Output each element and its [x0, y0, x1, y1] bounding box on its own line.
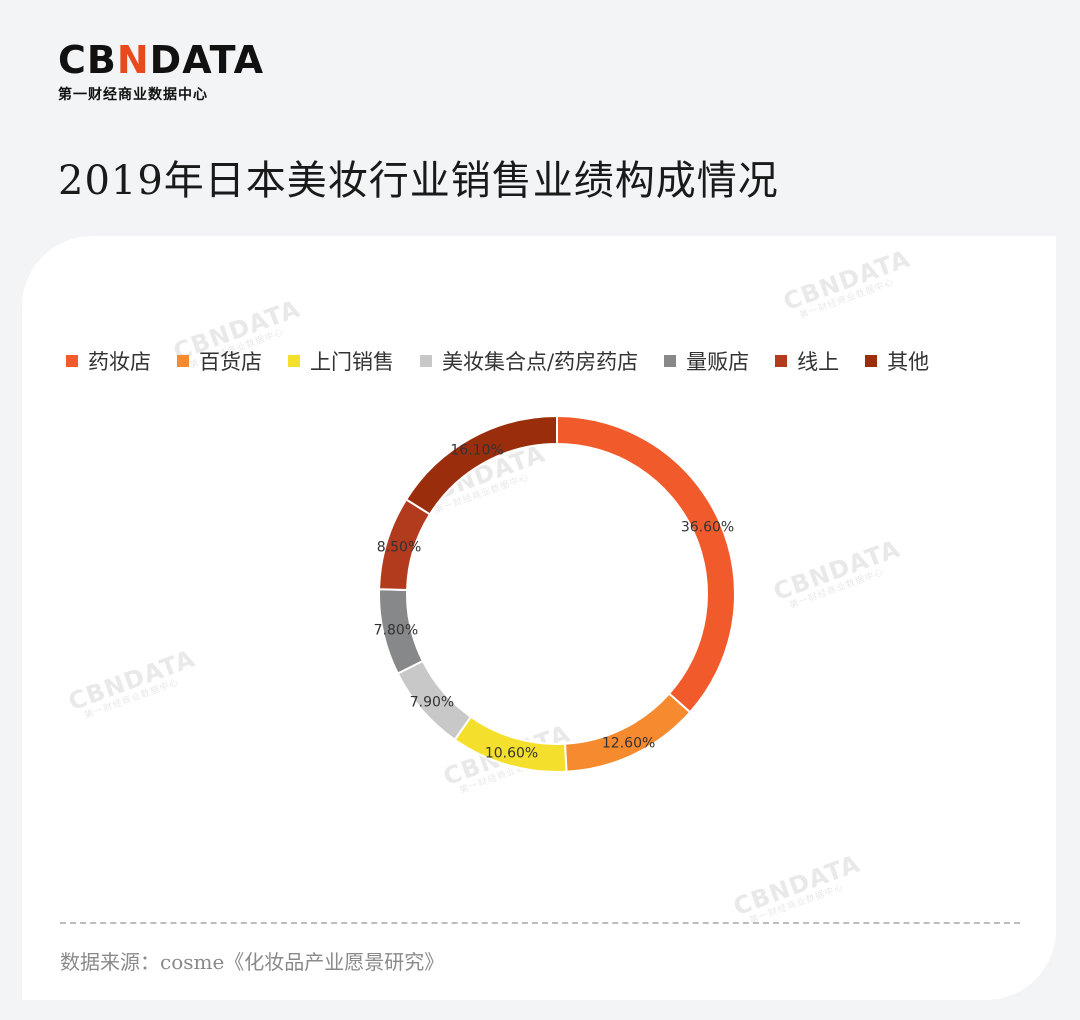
legend-swatch: [664, 355, 677, 367]
page-title: 2019年日本美妆行业销售业绩构成情况: [58, 158, 779, 204]
slice-label: 12.60%: [602, 736, 655, 752]
legend-item: 百货店: [177, 346, 262, 376]
slice-label: 7.90%: [410, 695, 454, 711]
legend-item: 美妆集合点/药房药店: [420, 346, 638, 376]
brand-logo: CBNDATA 第一财经商业数据中心: [58, 38, 264, 104]
donut-slice: [556, 414, 736, 714]
donut-chart: 36.60% 12.60% 10.60% 7.90% 7.80% 8.50% 16.10%: [374, 414, 736, 773]
legend-swatch: [177, 355, 189, 367]
legend-item: 上门销售: [288, 346, 394, 376]
legend-swatch: [775, 355, 788, 367]
logo-subtitle: 第一财经商业数据中心: [58, 87, 208, 103]
slice-label: 36.60%: [681, 519, 734, 535]
data-source: 数据来源：cosme《化妆品产业愿景研究》: [60, 950, 445, 974]
legend-swatch: [420, 355, 432, 367]
legend-swatch: [865, 355, 878, 367]
legend-label: 药妆店: [88, 350, 151, 374]
legend-item: 量贩店: [664, 346, 749, 376]
legend-label: 其他: [887, 350, 930, 374]
chart-card: CBNDATA 第一财经商业数据中心 CBNDATA 第一财经商业数据中心 CBND…: [22, 236, 1056, 1000]
legend-label: 美妆集合点/药房药店: [442, 350, 639, 374]
slice-label: 10.60%: [485, 746, 538, 762]
legend-swatch: [66, 355, 78, 367]
donut-slice: [453, 715, 568, 773]
legend-label: 线上: [797, 350, 840, 374]
legend-label: 量贩店: [686, 350, 750, 374]
legend-item: 其他: [865, 346, 929, 376]
slice-label: 8.50%: [377, 539, 421, 555]
slice-label: 16.10%: [450, 443, 503, 459]
legend-item: 线上: [775, 346, 839, 376]
legend-label: 百货店: [199, 350, 262, 374]
donut-slice: [404, 414, 558, 516]
legend-item: 药妆店: [66, 346, 151, 376]
legend-swatch: [288, 355, 300, 367]
logo-wordmark: CBNDATA: [58, 38, 265, 82]
divider: [60, 922, 1020, 924]
legend-label: 上门销售: [310, 350, 394, 374]
chart-legend: 药妆店 百货店 上门销售 美妆集合点/药房药店 量贩店 线上 其他: [66, 346, 929, 376]
donut-slice: [563, 692, 692, 773]
slice-label: 7.80%: [374, 623, 418, 639]
